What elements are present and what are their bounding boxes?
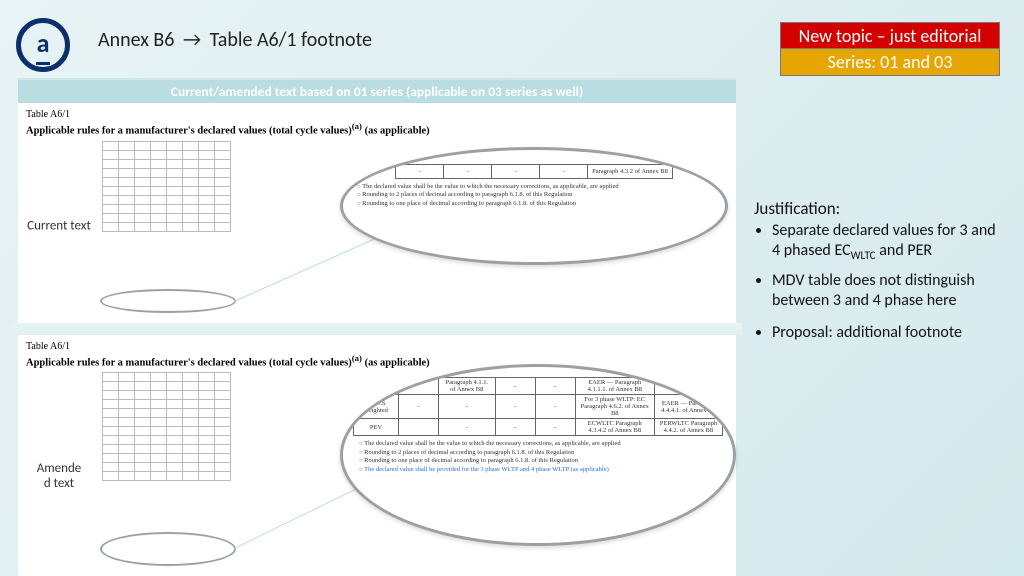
side-label-amended: Amended text xyxy=(23,462,95,492)
badge-new-topic: New topic – just editorial xyxy=(780,22,1000,50)
justification-heading: Justification: xyxy=(754,198,1000,219)
mini-table-amended xyxy=(102,372,231,481)
arrow-icon: → xyxy=(183,28,201,52)
zoom-footnotes-current: The declared value shall be the value to… xyxy=(351,183,717,209)
zoom-footnotes-amended: The declared value shall be the value to… xyxy=(353,440,723,474)
crumb-right: Table A6/1 footnote xyxy=(210,28,372,52)
table-caption-current: Table A6/1 xyxy=(26,109,730,120)
table-caption-amended: Table A6/1 xyxy=(26,341,730,352)
comparison-panel: Current/amended text based on 01 series … xyxy=(18,78,736,576)
zoom-ellipse-current: ----Paragraph 4.3.2 of Annex B8 The decl… xyxy=(340,147,728,265)
side-label-current: Current text xyxy=(23,219,95,234)
side-label-amended-text: Amended text xyxy=(37,461,82,491)
badge-series-text: Series: 01 and 03 xyxy=(828,51,953,73)
amended-half: Table A6/1 Applicable rules for a manufa… xyxy=(18,335,736,576)
justification-list: Separate declared values for 3 and 4 pha… xyxy=(772,221,1000,343)
zoom-table-amended: Paragraph 4.1.1. of Annex B8--EAER — Par… xyxy=(353,377,723,436)
ellipse-mini-amended xyxy=(100,532,236,566)
panel-header: Current/amended text based on 01 series … xyxy=(18,80,736,103)
justification-bullet: Proposal: additional footnote xyxy=(772,323,1000,343)
ellipse-mini-current xyxy=(100,289,236,313)
logo-glyph: a xyxy=(37,27,50,59)
badge-new-topic-text: New topic – just editorial xyxy=(799,25,982,47)
badge-series: Series: 01 and 03 xyxy=(780,48,1000,76)
justification-block: Justification: Separate declared values … xyxy=(754,198,1000,351)
table-title-current: Applicable rules for a manufacturer's de… xyxy=(26,121,730,137)
current-half: Table A6/1 Applicable rules for a manufa… xyxy=(18,103,736,323)
table-title-amended: Applicable rules for a manufacturer's de… xyxy=(26,353,730,369)
breadcrumb: Annex B6 → Table A6/1 footnote xyxy=(98,28,372,52)
zoom-table-current: ----Paragraph 4.3.2 of Annex B8 xyxy=(395,164,673,179)
logo-badge: a xyxy=(16,18,70,72)
justification-bullet: Separate declared values for 3 and 4 pha… xyxy=(772,221,1000,263)
justification-bullet: MDV table does not distinguish between 3… xyxy=(772,271,1000,311)
crumb-left: Annex B6 xyxy=(98,28,174,52)
mini-table-current xyxy=(102,141,231,232)
zoom-ellipse-amended: Paragraph 4.1.1. of Annex B8--EAER — Par… xyxy=(340,364,736,546)
panel-gap xyxy=(12,323,742,335)
